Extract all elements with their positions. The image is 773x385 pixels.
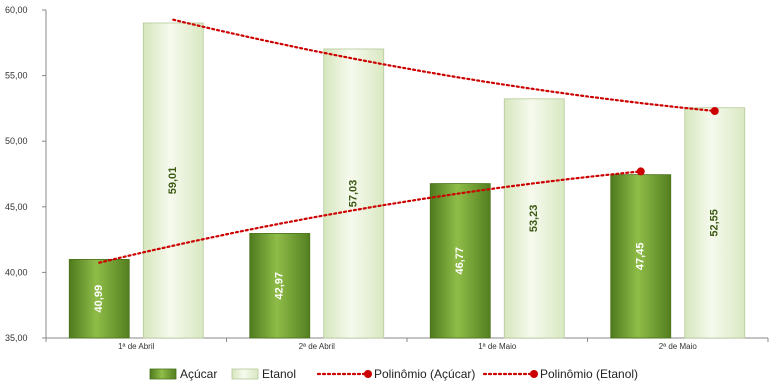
x-tick-label: 2ª de Maio <box>659 342 698 351</box>
y-tick-label: 35,00 <box>5 333 28 343</box>
x-tick-label: 1ª de Maio <box>478 342 517 351</box>
data-label-acucar: 47,45 <box>635 243 647 271</box>
bar-acucar <box>610 174 672 339</box>
y-tick-label: 40,00 <box>5 267 28 277</box>
trendline-acucar-marker <box>636 167 645 176</box>
legend-etanol-swatch <box>231 368 259 380</box>
bar-etanol <box>142 22 204 339</box>
legend-polinomio-etanol-marker <box>530 370 538 378</box>
x-tick-label: 2ª de Abril <box>299 342 336 351</box>
legend-polinomio-acucar-marker <box>364 370 372 378</box>
trendline-acucar <box>98 170 642 264</box>
bar-etanol <box>503 98 565 339</box>
legend-acucar-swatch <box>149 368 177 380</box>
data-label-acucar: 46,77 <box>454 247 466 275</box>
trendline-etanol-marker <box>710 106 719 115</box>
legend: Açúcar Etanol Polinômio (Açúcar) Polinômio … <box>149 367 638 381</box>
y-tick-label: 60,00 <box>5 5 28 15</box>
data-label-etanol: 53,23 <box>528 205 540 233</box>
trendline-etanol <box>172 18 716 113</box>
legend-polinomio-acucar-label: Polinômio (Açúcar) <box>374 367 475 381</box>
bar-acucar <box>68 259 130 339</box>
data-label-acucar: 40,99 <box>93 285 105 313</box>
data-label-etanol: 59,01 <box>167 167 179 195</box>
x-tick-label: 1ª de Abril <box>118 342 155 351</box>
data-label-etanol: 57,03 <box>348 180 360 208</box>
y-tick-label: 45,00 <box>5 202 28 212</box>
legend-polinomio-etanol-label: Polinômio (Etanol) <box>540 367 638 381</box>
y-tick-label: 50,00 <box>5 136 28 146</box>
bar-acucar <box>249 233 311 339</box>
legend-acucar-label: Açúcar <box>180 367 217 381</box>
trendlines <box>98 18 719 264</box>
bar-acucar <box>429 183 491 339</box>
bar-etanol <box>323 48 385 339</box>
data-labels: 40,99 59,01 42,97 57,03 46,77 53,23 47,45 52,55 <box>93 167 721 313</box>
legend-etanol-label: Etanol <box>262 367 296 381</box>
y-tick-label: 55,00 <box>5 71 28 81</box>
bars <box>68 22 746 339</box>
data-label-etanol: 52,55 <box>709 209 721 237</box>
data-label-acucar: 42,97 <box>274 272 286 300</box>
